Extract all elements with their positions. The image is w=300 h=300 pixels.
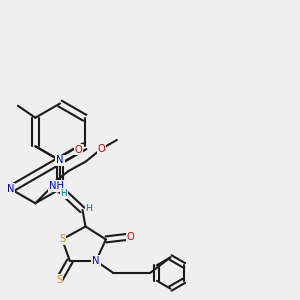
Text: O: O — [75, 145, 83, 155]
Text: S: S — [59, 234, 65, 244]
Text: S: S — [56, 274, 62, 285]
Text: O: O — [98, 144, 105, 154]
Text: H: H — [60, 189, 67, 198]
Text: NH: NH — [49, 181, 64, 191]
Text: N: N — [56, 155, 64, 166]
Text: N: N — [7, 184, 14, 194]
Text: O: O — [127, 232, 134, 242]
Text: H: H — [85, 204, 93, 213]
Text: N: N — [92, 256, 100, 266]
